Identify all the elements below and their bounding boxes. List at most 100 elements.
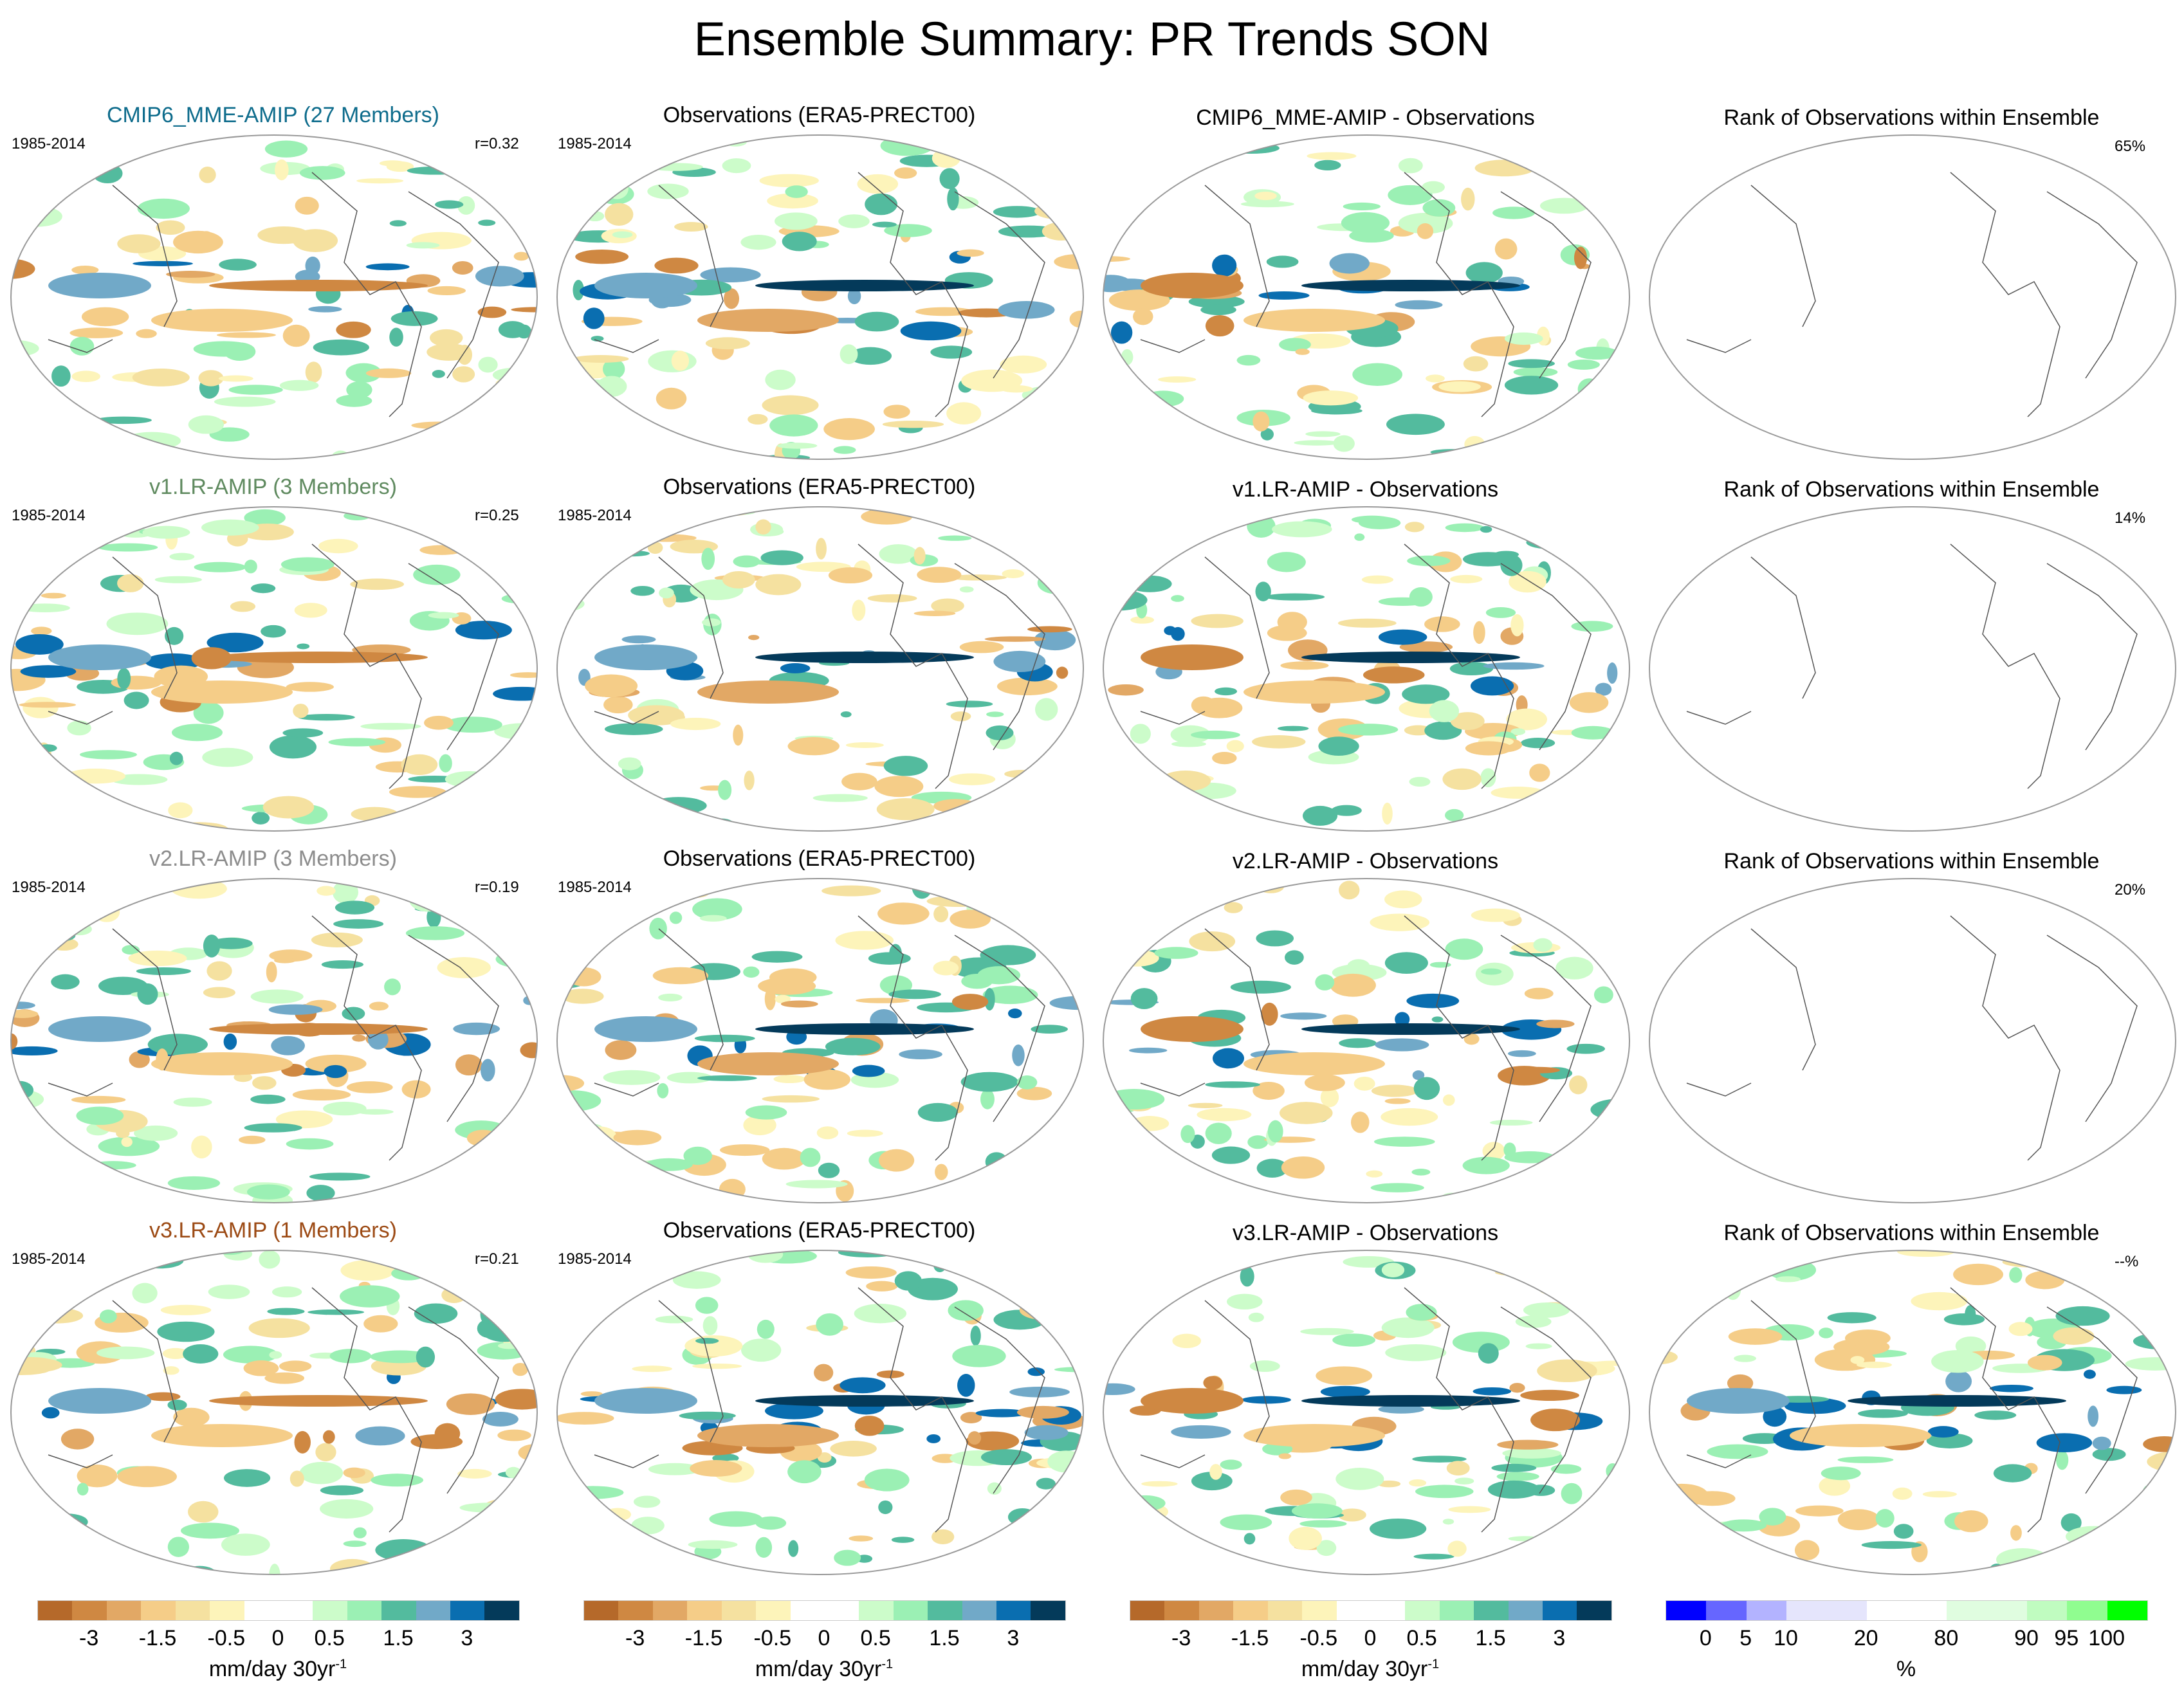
trend-cell [1503,1142,1516,1158]
trend-cell [939,168,960,190]
trend-cell [1205,315,1234,337]
trend-cell [452,514,466,529]
warm-pool-anomaly [1141,1016,1243,1042]
trend-cell [48,1166,71,1173]
trend-cell [221,1533,270,1556]
trend-cell [1056,666,1069,679]
trend-cell [1424,616,1460,632]
colorbar-swatch [1439,1601,1474,1620]
trend-cell [96,1346,155,1360]
trend-cell [816,1313,843,1336]
trend-cell [352,1034,366,1042]
trend-cell [384,978,401,996]
trend-cell [1566,1153,1626,1160]
trend-cell [1378,1405,1424,1414]
itcz-band [209,652,428,663]
trend-cell [51,974,80,990]
trend-cell [238,1135,266,1144]
trend-cell [363,1315,398,1333]
colorbar-tick-label: -3 [625,1626,645,1650]
trend-cell [1536,1019,1575,1028]
trend-cell [1141,427,1184,437]
coastlines [1140,543,1592,789]
trend-cell [1125,1199,1159,1203]
trend-cell [845,742,884,749]
warm-pool-anomaly [594,644,697,670]
trend-cell [1554,138,1599,160]
trend-cell [1504,332,1543,345]
trend-cell [1482,1142,1505,1161]
trend-cell [658,993,683,1002]
trend-cell [1318,736,1359,756]
itcz-band [209,1395,428,1407]
trend-cell [2079,1537,2140,1549]
map-diff [1103,506,1630,832]
trend-cell [1026,1555,1057,1575]
trend-cell [557,943,573,952]
colorbar-tick-label: -0.5 [1299,1626,1338,1650]
trend-cell [209,427,250,442]
trend-cell [639,1566,650,1575]
trend-cell [1417,223,1434,239]
trend-cell [1258,879,1285,893]
trend-cell [655,1315,693,1324]
map-model [10,506,538,832]
trend-cell [28,821,59,831]
trend-cell [248,1318,310,1338]
trend-cell [206,632,264,653]
colorbar [37,1600,520,1621]
colorbar-tick-label: 3 [461,1626,473,1650]
trend-cell [293,229,338,252]
itcz-band [1848,1395,2066,1407]
trend-cell [266,962,277,983]
trend-cell [647,163,703,171]
trend-cell [1613,200,1629,219]
trend-cell [1566,1557,1610,1575]
trend-cell [11,135,66,146]
trend-cell [1713,1255,1739,1270]
panel-title-rank: Rank of Observations within Ensemble [1723,105,2100,130]
trend-cell [583,307,605,329]
map-diff [1103,134,1630,460]
trend-cell [557,774,578,796]
trend-cell [1280,661,1329,670]
trend-cell [293,704,309,718]
trend-cell [41,821,60,830]
warm-pool-anomaly [1141,1388,1243,1414]
trend-cell [701,547,715,571]
trend-cell [1272,521,1332,538]
period-label: 1985-2014 [12,507,86,524]
trend-cell [1539,1283,1563,1295]
trend-cell [683,1146,713,1165]
trend-cell [1054,1367,1083,1373]
trend-cell [1513,1555,1559,1562]
trend-cell [1023,154,1076,163]
trend-cell [306,1185,335,1201]
trend-cell [1398,158,1423,174]
panel-title-model: v3.LR-AMIP (1 Members) [149,1218,397,1243]
trend-cell [1285,950,1304,965]
trend-cell [1555,956,1593,980]
trend-cell [989,1165,1049,1187]
trend-cell [604,1508,632,1521]
trend-cell [223,1033,237,1050]
trend-cell [121,1137,133,1147]
trend-cell [371,1474,423,1487]
trend-cell [294,1430,311,1454]
trend-cell [1386,414,1445,435]
trend-cell [618,757,641,771]
trend-cell [19,603,70,613]
trend-cell [1426,374,1445,383]
trend-cell [1422,199,1456,217]
trend-cell [14,160,34,167]
trend-cell [780,1000,818,1008]
trend-cell [1945,1370,1972,1392]
trend-cell [957,249,984,257]
trend-cell [1707,1444,1768,1459]
colorbar-swatch [416,1601,451,1620]
trend-cell [1451,1567,1479,1575]
trend-cell [847,1129,883,1137]
trend-cell [76,1106,124,1126]
trend-cell [1402,684,1450,704]
unit-exponent: -1 [335,1657,347,1672]
